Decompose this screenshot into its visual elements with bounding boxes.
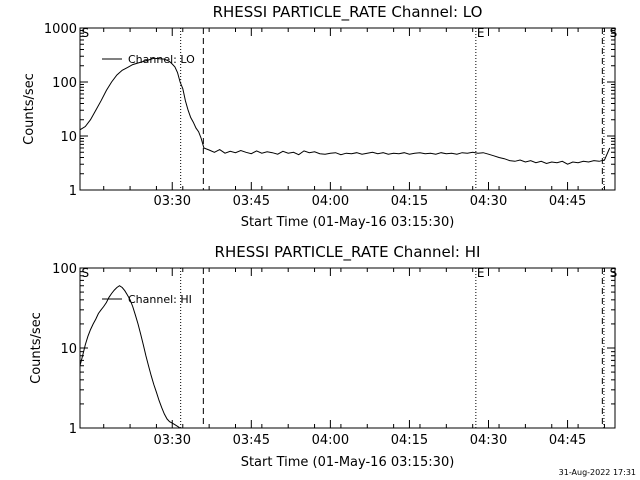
hi-channel-chart: RHESSI PARTICLE_RATE Channel: HI 03:30 03:…	[29, 243, 617, 470]
y-tick-label: 1	[69, 184, 77, 199]
x-tick-label: 04:45	[549, 194, 586, 209]
x-axis-label: Start Time (01-May-16 03:15:30)	[241, 455, 455, 470]
y-axis-label: Counts/sec	[22, 73, 37, 145]
plot-frame	[79, 27, 616, 191]
x-tick-label: 04:45	[549, 433, 586, 448]
chart-title: RHESSI PARTICLE_RATE Channel: LO	[213, 3, 483, 22]
x-tick-label: 04:30	[470, 433, 507, 448]
series-line	[79, 57, 611, 165]
x-tick-label: 04:15	[391, 433, 428, 448]
legend-label: Channel: LO	[128, 53, 195, 66]
x-tick-label: 03:30	[154, 433, 191, 448]
legend-label: Channel: HI	[128, 293, 192, 306]
marker-label: E	[477, 26, 485, 40]
x-tick-label: 03:45	[233, 194, 270, 209]
marker-label: S	[82, 266, 90, 280]
x-tick-label: 03:30	[154, 194, 191, 209]
x-tick-label: 04:30	[470, 194, 507, 209]
y-tick-label: 1	[69, 422, 77, 437]
chart-title: RHESSI PARTICLE_RATE Channel: HI	[215, 243, 481, 262]
y-tick-label: 1000	[44, 22, 77, 37]
marker-label: E	[477, 266, 485, 280]
y-tick-label: 10	[60, 342, 77, 357]
timestamp-label: 31-Aug-2022 17:31	[559, 468, 636, 477]
marker-label: S	[82, 26, 90, 40]
marker-label: S	[610, 26, 618, 40]
y-tick-label: 100	[52, 76, 77, 91]
y-tick-label: 10	[60, 130, 77, 145]
x-axis-label: Start Time (01-May-16 03:15:30)	[241, 215, 455, 230]
x-tick-label: 04:00	[312, 433, 349, 448]
x-tick-label: 04:15	[391, 194, 428, 209]
marker-label: S	[610, 266, 618, 280]
x-tick-label: 03:45	[233, 433, 270, 448]
lo-channel-chart: RHESSI PARTICLE_RATE Channel: LO 03:30 03:…	[22, 3, 617, 230]
y-tick-label: 100	[52, 262, 77, 277]
x-tick-label: 04:00	[312, 194, 349, 209]
series-line	[79, 285, 181, 429]
y-axis-label: Counts/sec	[29, 312, 44, 384]
